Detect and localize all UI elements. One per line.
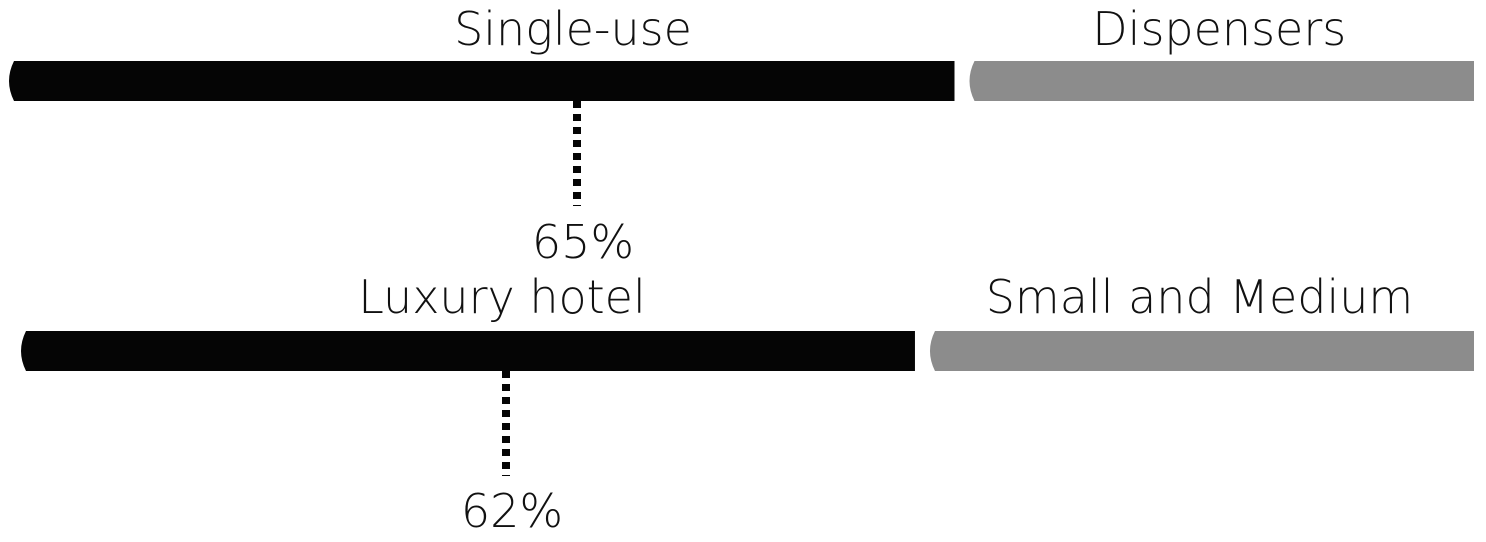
bar-1-primary-segment	[9, 61, 955, 101]
bar-2-primary-segment	[21, 331, 915, 371]
bar-row-1: Single-use Dispensers 65%	[9, 2, 1474, 269]
bar-1-secondary-label: Dispensers	[1092, 2, 1346, 56]
bar-1-value-label: 65%	[532, 215, 634, 269]
bar-2-secondary-label: Small and Medium	[986, 270, 1413, 324]
bar-2-value-label: 62%	[461, 484, 563, 538]
bar-2-secondary-segment	[929, 331, 1474, 371]
bar-row-2: Luxury hotel Small and Medium 62%	[21, 270, 1474, 538]
bar-2-primary-label: Luxury hotel	[358, 270, 646, 324]
bar-1-primary-label: Single-use	[454, 2, 692, 56]
bar-1-secondary-segment	[969, 61, 1474, 101]
